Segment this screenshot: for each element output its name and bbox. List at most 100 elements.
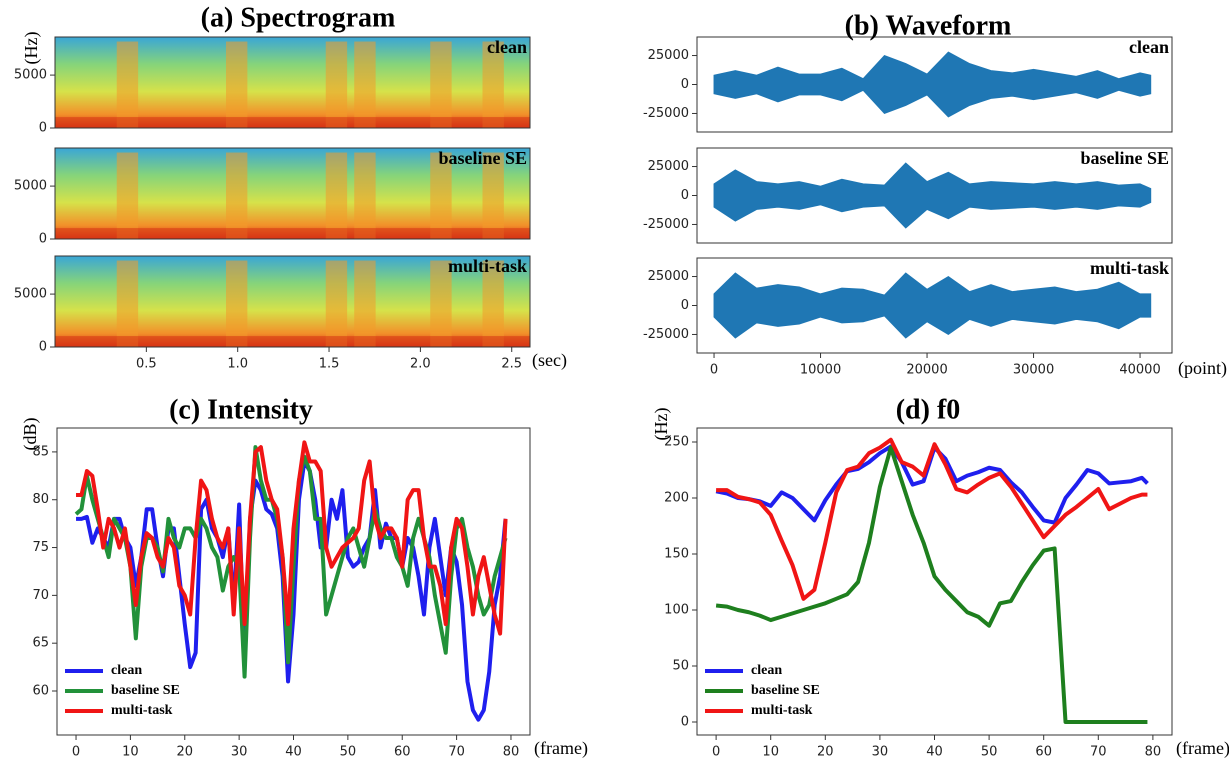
y-tick-label: 0 [39, 121, 47, 136]
spectrogram-low-band [55, 117, 530, 128]
spectrogram-low-band [55, 336, 530, 347]
panel-label: baseline SE [438, 148, 527, 168]
spectrogram-energy [354, 152, 376, 239]
spectrogram-energy [430, 152, 452, 239]
y-tick-label: 5000 [14, 68, 47, 83]
spectrogram-energy [482, 41, 504, 128]
x-tick-label: 2.0 [410, 357, 431, 372]
y-tick-label: 0 [681, 715, 689, 730]
panel-label: clean [1129, 37, 1169, 57]
x-tick-label: 60 [1035, 745, 1052, 760]
y-tick-label: 200 [664, 491, 689, 506]
waveform [713, 51, 1152, 118]
line-series [76, 440, 508, 636]
y-tick-label: 0 [39, 340, 47, 355]
axes-frame [54, 255, 531, 348]
y-tick-label: 25000 [648, 159, 689, 174]
legend-label: baseline SE [751, 683, 820, 698]
x-tick-label: 1.5 [319, 357, 340, 372]
y-tick-label: 250 [664, 435, 689, 450]
spectrogram-energy [116, 41, 139, 128]
y-tick-label: 5000 [14, 179, 47, 194]
y-tick-label: 25000 [648, 269, 689, 284]
panel-label: multi-task [448, 256, 527, 276]
x-tick-label: 0 [72, 745, 80, 760]
y-tick-label: 5000 [14, 287, 47, 302]
spectrogram-low-band [55, 228, 530, 239]
x-tick-label: 10 [762, 745, 779, 760]
y-tick-label: 70 [32, 588, 49, 603]
x-tick-label: 60 [394, 745, 411, 760]
x-tick-label: 70 [448, 745, 465, 760]
x-axis-label: (sec) [532, 350, 567, 371]
panel-label: baseline SE [1080, 148, 1169, 168]
y-tick-label: 80 [32, 492, 49, 507]
x-tick-label: 50 [340, 745, 357, 760]
chart-title: (a) Spectrogram [201, 2, 396, 33]
x-tick-label: 80 [503, 745, 520, 760]
y-axis-label: (dB) [20, 418, 41, 451]
y-axis-label: (Hz) [21, 32, 42, 65]
y-tick-label: 75 [32, 540, 49, 555]
spectrogram-energy [116, 260, 139, 347]
y-tick-label: 85 [32, 444, 49, 459]
axes-frame [696, 427, 1173, 736]
y-tick-label: 25000 [648, 48, 689, 63]
panel-label: clean [487, 37, 527, 57]
spectrogram-energy [226, 260, 248, 347]
spectrogram-energy [482, 260, 504, 347]
x-tick-label: 2.5 [501, 357, 522, 372]
y-axis-label: (Hz) [651, 408, 672, 441]
y-tick-label: 100 [664, 603, 689, 618]
x-tick-label: 40000 [1119, 363, 1160, 378]
x-tick-label: 0 [712, 745, 720, 760]
spectrogram-energy [325, 152, 348, 239]
legend-label: multi-task [751, 703, 813, 718]
legend-label: multi-task [111, 703, 173, 718]
waveform [713, 162, 1152, 229]
x-axis-label: (frame) [534, 738, 588, 759]
y-tick-label: -25000 [643, 217, 689, 232]
y-tick-label: 50 [672, 659, 689, 674]
x-tick-label: 50 [981, 745, 998, 760]
x-tick-label: 30 [872, 745, 889, 760]
spectrogram-energy [354, 41, 376, 128]
x-tick-label: 20 [176, 745, 193, 760]
y-tick-label: 60 [32, 684, 49, 699]
legend-label: clean [751, 663, 782, 678]
x-tick-label: 0 [710, 363, 718, 378]
y-tick-label: 0 [681, 298, 689, 313]
x-tick-label: 30000 [1013, 363, 1054, 378]
y-tick-label: 65 [32, 636, 49, 651]
legend-label: baseline SE [111, 683, 180, 698]
y-tick-label: -25000 [643, 327, 689, 342]
spectrogram-energy [482, 152, 504, 239]
x-tick-label: 20000 [906, 363, 947, 378]
waveform [713, 272, 1152, 339]
legend-label: clean [111, 663, 142, 678]
x-tick-label: 0.5 [136, 357, 157, 372]
spectrogram-energy [325, 260, 348, 347]
x-tick-label: 30 [231, 745, 248, 760]
line-series [715, 445, 1148, 725]
axes-frame [54, 36, 531, 129]
x-tick-label: 70 [1090, 745, 1107, 760]
line-series [716, 437, 1148, 601]
chart-title: (b) Waveform [845, 10, 1012, 41]
y-tick-label: 0 [681, 77, 689, 92]
x-axis-label: (frame) [1176, 738, 1229, 759]
spectrogram-energy [430, 41, 452, 128]
y-tick-label: 0 [681, 188, 689, 203]
spectrogram-energy [226, 152, 248, 239]
x-tick-label: 10 [122, 745, 139, 760]
x-tick-label: 10000 [800, 363, 841, 378]
spectrogram-energy [116, 152, 139, 239]
y-tick-label: 0 [39, 232, 47, 247]
chart-title: (d) f0 [896, 394, 961, 425]
x-tick-label: 80 [1145, 745, 1162, 760]
x-axis-label: (point) [1178, 358, 1227, 379]
spectrogram-energy [325, 41, 348, 128]
spectrogram-energy [226, 41, 248, 128]
x-tick-label: 1.0 [227, 357, 248, 372]
